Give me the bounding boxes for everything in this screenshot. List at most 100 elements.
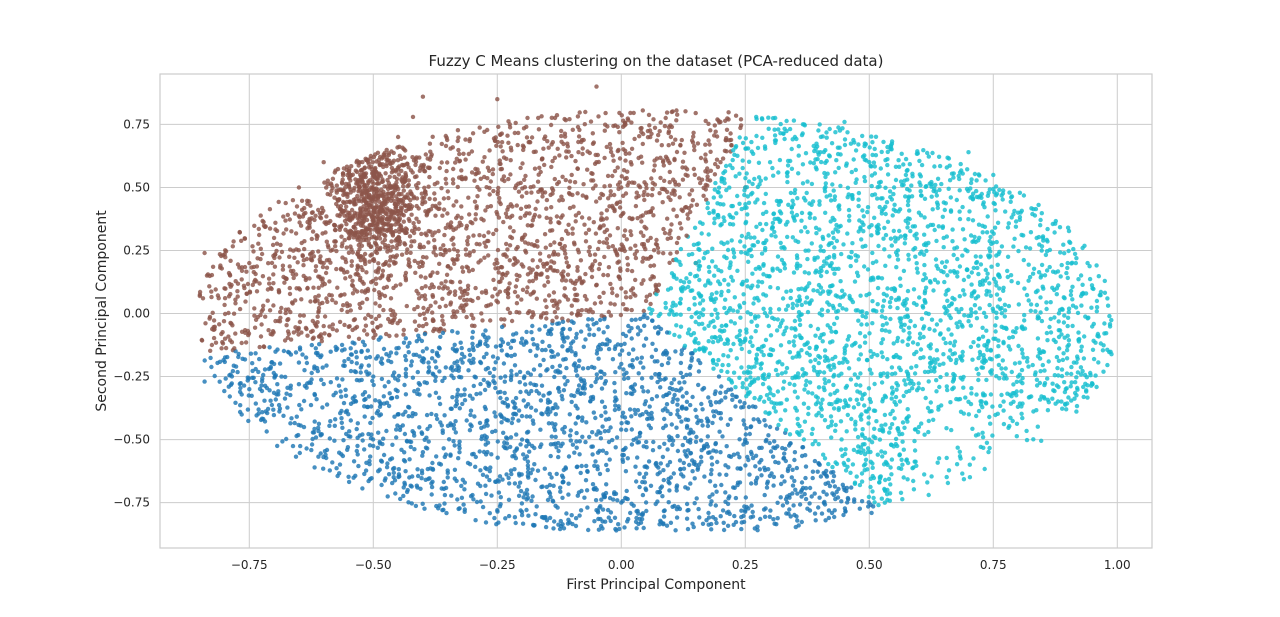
scatter-point xyxy=(912,323,918,329)
scatter-point xyxy=(689,188,695,193)
scatter-point xyxy=(338,203,344,209)
scatter-point xyxy=(552,176,557,182)
scatter-point xyxy=(322,314,328,319)
scatter-point xyxy=(783,446,788,452)
scatter-point xyxy=(410,411,415,416)
scatter-point xyxy=(613,403,618,408)
scatter-point xyxy=(288,421,293,426)
scatter-point xyxy=(860,313,865,319)
scatter-point xyxy=(794,253,800,258)
scatter-point xyxy=(690,198,695,203)
scatter-point xyxy=(981,200,986,205)
scatter-point xyxy=(377,303,382,309)
scatter-point xyxy=(740,165,745,171)
scatter-point xyxy=(1026,278,1031,283)
scatter-point xyxy=(1002,314,1007,319)
scatter-point xyxy=(762,144,768,149)
scatter-point xyxy=(340,425,345,430)
scatter-point xyxy=(518,488,524,494)
scatter-point xyxy=(342,359,347,364)
scatter-point xyxy=(678,143,683,148)
scatter-point xyxy=(993,208,998,213)
scatter-point xyxy=(867,396,872,402)
scatter-point xyxy=(618,266,623,271)
scatter-point xyxy=(364,296,370,302)
scatter-point xyxy=(729,238,734,243)
scatter-point xyxy=(810,442,815,447)
scatter-point xyxy=(276,402,282,408)
scatter-point xyxy=(875,353,880,358)
scatter-point xyxy=(748,285,754,291)
scatter-point xyxy=(674,488,679,493)
scatter-point xyxy=(276,290,282,295)
scatter-point xyxy=(711,210,716,215)
scatter-point xyxy=(872,146,877,152)
scatter-point xyxy=(790,355,795,360)
scatter-point xyxy=(298,223,304,228)
scatter-point xyxy=(738,239,743,244)
scatter-point xyxy=(1006,221,1011,226)
scatter-point xyxy=(678,296,683,302)
scatter-point xyxy=(771,517,776,522)
scatter-point xyxy=(395,423,400,428)
scatter-point xyxy=(1005,274,1010,280)
scatter-point xyxy=(443,225,448,231)
scatter-point xyxy=(950,239,955,244)
scatter-point xyxy=(401,188,406,193)
scatter-point xyxy=(912,371,918,376)
scatter-point xyxy=(544,215,549,220)
scatter-point xyxy=(628,110,633,116)
scatter-point xyxy=(760,373,765,378)
scatter-point xyxy=(796,239,801,245)
scatter-point xyxy=(641,278,646,283)
scatter-point xyxy=(245,407,251,412)
scatter-point xyxy=(521,126,527,131)
scatter-point xyxy=(680,374,685,380)
scatter-point xyxy=(889,396,894,401)
scatter-point xyxy=(313,268,318,273)
scatter-point xyxy=(1059,399,1064,404)
scatter-point xyxy=(850,241,855,246)
scatter-point xyxy=(741,370,747,375)
scatter-point xyxy=(939,268,944,274)
scatter-point xyxy=(776,170,781,175)
scatter-point xyxy=(715,311,720,316)
scatter-point xyxy=(746,364,751,370)
scatter-point xyxy=(222,359,227,365)
scatter-point xyxy=(929,317,935,322)
scatter-point xyxy=(719,384,724,389)
scatter-point xyxy=(1013,224,1019,229)
scatter-point xyxy=(382,478,387,483)
scatter-point xyxy=(211,318,217,323)
scatter-point xyxy=(304,256,310,262)
scatter-point xyxy=(520,143,526,148)
scatter-point xyxy=(909,194,915,199)
scatter-point xyxy=(348,308,353,313)
scatter-point xyxy=(663,115,668,121)
scatter-point xyxy=(403,336,408,341)
scatter-point xyxy=(518,389,523,395)
scatter-point xyxy=(728,260,733,265)
scatter-point xyxy=(392,216,397,221)
scatter-point xyxy=(1056,334,1062,340)
scatter-point xyxy=(765,481,770,486)
scatter-point xyxy=(552,519,557,524)
scatter-point xyxy=(482,433,487,438)
scatter-point xyxy=(633,464,638,469)
scatter-point xyxy=(256,369,261,375)
scatter-point xyxy=(580,151,585,157)
scatter-point xyxy=(490,171,495,177)
scatter-point xyxy=(592,301,598,306)
scatter-point xyxy=(849,343,855,348)
scatter-point xyxy=(841,242,846,247)
scatter-point xyxy=(658,377,663,382)
scatter-point xyxy=(308,299,313,304)
scatter-point xyxy=(514,372,519,377)
scatter-point xyxy=(600,448,606,453)
scatter-point xyxy=(517,380,522,385)
scatter-point xyxy=(663,300,668,306)
scatter-point xyxy=(506,497,512,502)
scatter-point xyxy=(692,225,698,230)
scatter-point xyxy=(969,282,974,287)
scatter-point xyxy=(625,267,630,273)
